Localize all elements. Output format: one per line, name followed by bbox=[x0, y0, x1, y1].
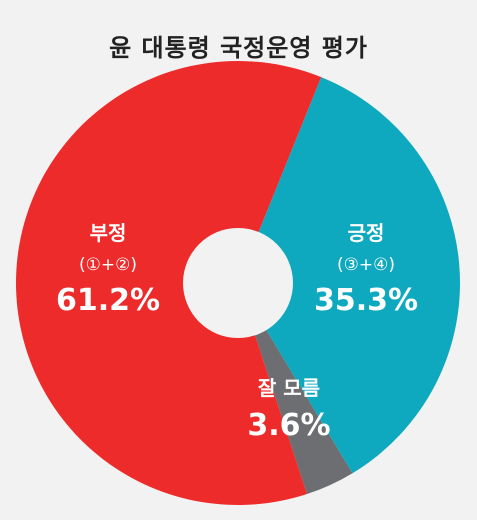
slice-name-2: 잘 모름 bbox=[258, 376, 320, 400]
slice-sub-1: (③+④) bbox=[337, 255, 395, 275]
slice-name-3: 부정 bbox=[90, 221, 127, 245]
slice-value-3: 61.2% bbox=[56, 283, 160, 318]
slice-sub-3: (①+②) bbox=[79, 255, 137, 275]
chart-title: 윤 대통령 국정운영 평가 bbox=[109, 34, 368, 62]
slice-labels: 긍정 (③+④) 35.3% 잘 모름 3.6% 부정 (①+②) 61.2% bbox=[56, 221, 418, 443]
pie-slice-1 bbox=[238, 77, 460, 474]
slice-value-2: 3.6% bbox=[247, 408, 330, 443]
slice-label-2: 잘 모름 3.6% bbox=[247, 376, 330, 443]
slice-label-3: 부정 (①+②) 61.2% bbox=[56, 221, 160, 318]
slice-value-1: 35.3% bbox=[314, 283, 418, 318]
pie-slice-2 bbox=[238, 283, 353, 495]
pie-slice-3 bbox=[15, 60, 322, 506]
slice-label-1: 긍정 (③+④) 35.3% bbox=[314, 221, 418, 318]
slices bbox=[15, 60, 460, 506]
slice-name-1: 긍정 bbox=[348, 221, 385, 245]
donut-hole bbox=[183, 228, 293, 338]
